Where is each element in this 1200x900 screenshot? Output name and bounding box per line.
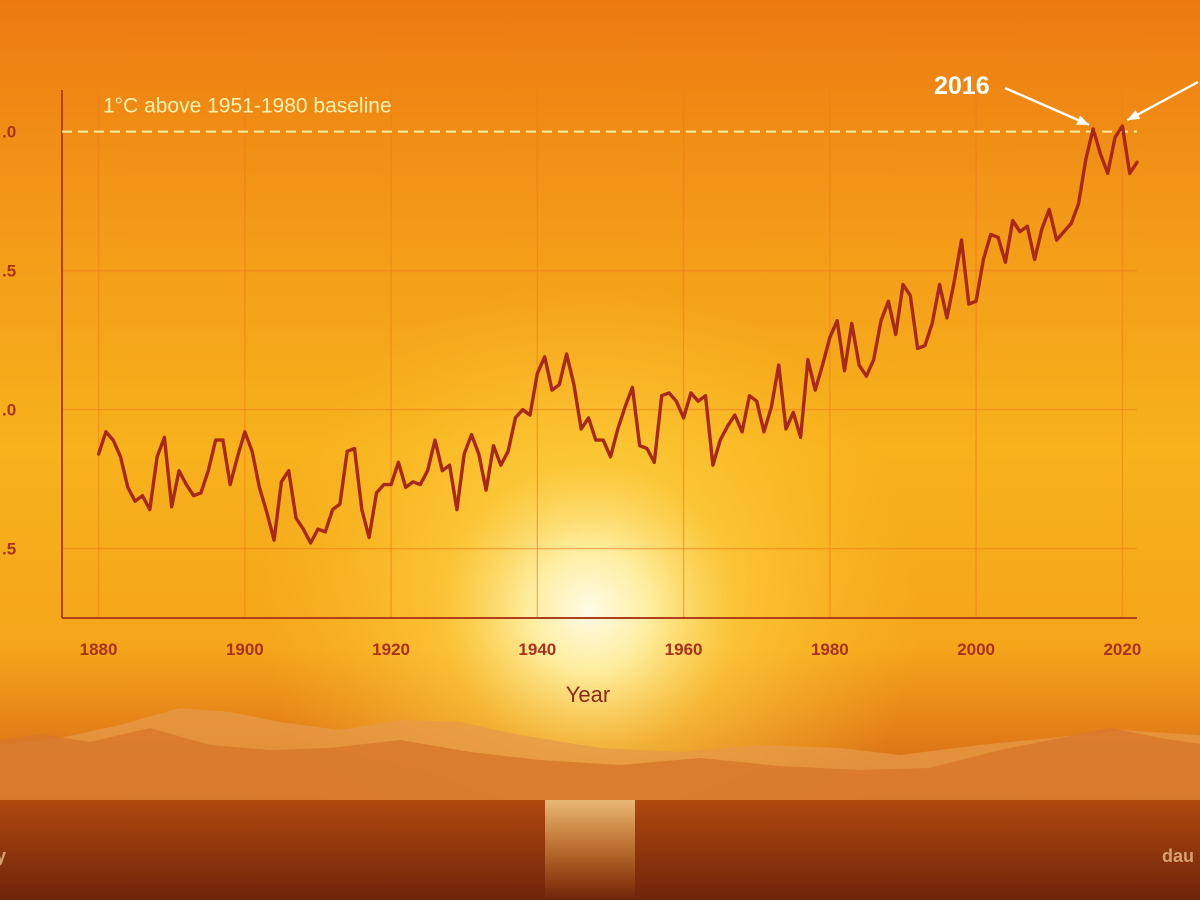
x-tick-label: 1980 bbox=[811, 640, 849, 659]
data-line-group bbox=[96, 124, 1139, 545]
reference-line-group: 1°C above 1951-1980 baseline bbox=[62, 95, 1137, 133]
x-tick-label: 1880 bbox=[80, 640, 118, 659]
reference-line-label: 1°C above 1951-1980 baseline bbox=[103, 95, 392, 118]
x-tick-label: 1960 bbox=[665, 640, 703, 659]
x-tick-label: 1900 bbox=[226, 640, 264, 659]
y-tick-label: .5 bbox=[2, 540, 16, 559]
labels: 1880 1900 1920 1940 1960 1980 2000 2020 .0 .5 .0 .5… bbox=[2, 123, 1141, 707]
annotation-2016-arrow bbox=[1004, 86, 1090, 127]
annotation-2020-arrowhead bbox=[1127, 109, 1141, 121]
y-tick-label: .5 bbox=[2, 262, 16, 281]
y-tick-label: .0 bbox=[2, 401, 16, 420]
annotation-2016-arrowhead bbox=[1076, 115, 1090, 125]
axes bbox=[61, 90, 1137, 619]
x-tick-label: 2020 bbox=[1103, 640, 1141, 659]
x-axis-title: Year bbox=[566, 682, 610, 707]
watermark-right: dau bbox=[1162, 846, 1194, 866]
annotation-2020-arrow bbox=[1126, 80, 1199, 122]
grid bbox=[62, 90, 1137, 618]
near-mountains bbox=[0, 728, 1200, 810]
annotation-2016-label: 2016 bbox=[934, 72, 990, 100]
annotations: 2016 bbox=[934, 72, 1199, 127]
x-tick-label: 1940 bbox=[518, 640, 556, 659]
x-tick-label: 1920 bbox=[372, 640, 410, 659]
watermark-left: y bbox=[0, 846, 6, 866]
x-tick-label: 2000 bbox=[957, 640, 995, 659]
temperature-anomaly-line bbox=[96, 124, 1139, 545]
sun-reflection bbox=[545, 800, 635, 900]
y-tick-label: .0 bbox=[2, 123, 16, 142]
